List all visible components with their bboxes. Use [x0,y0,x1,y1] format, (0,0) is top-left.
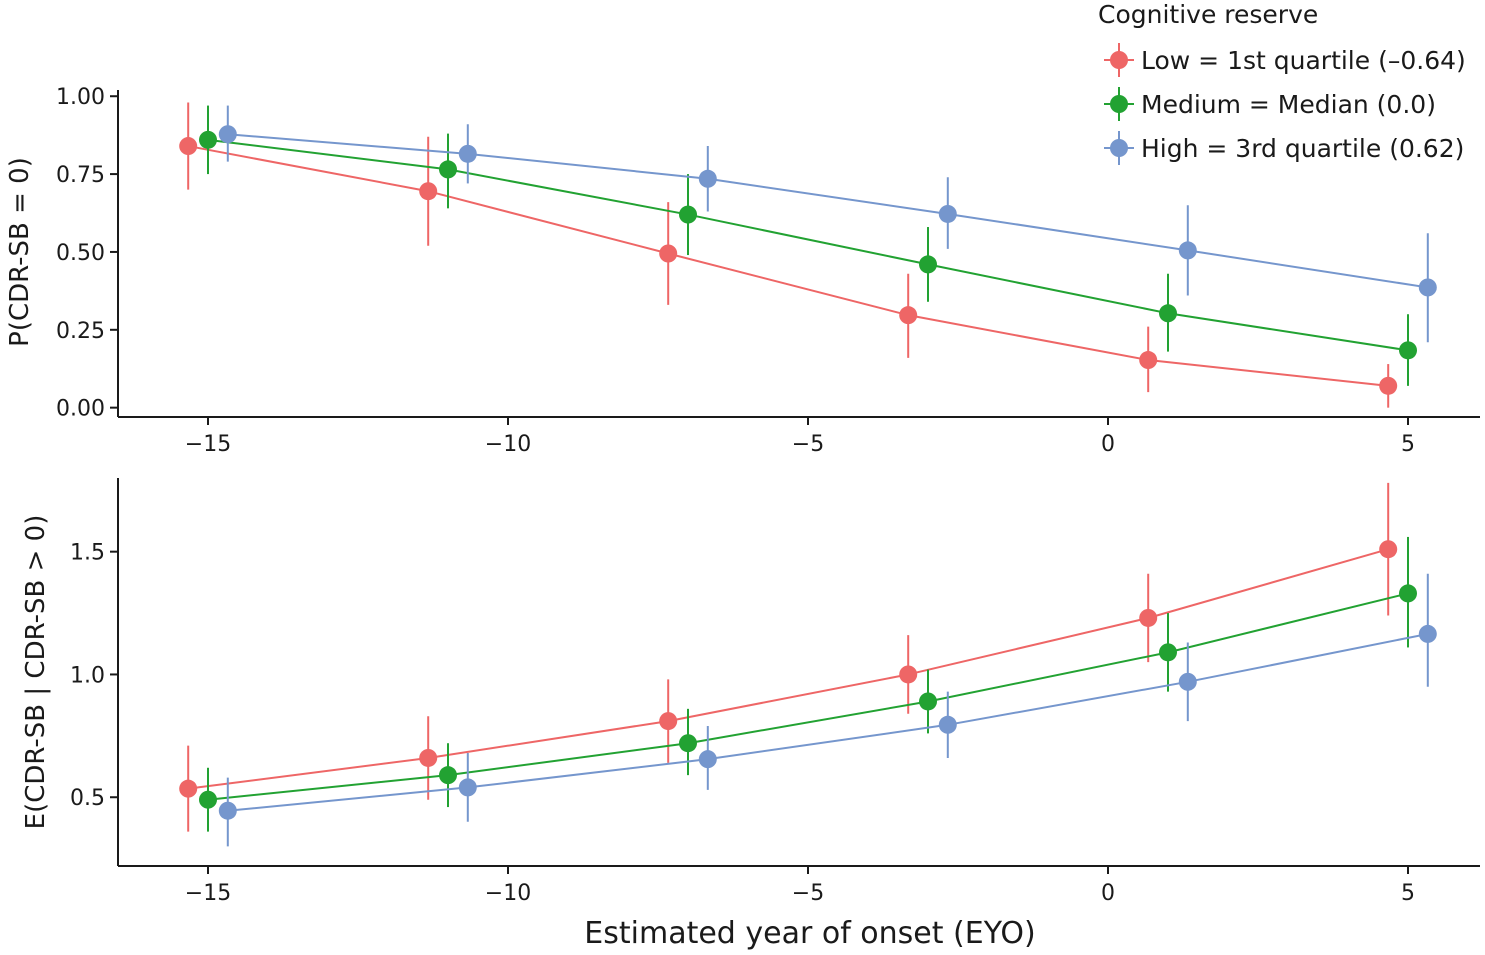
ytick-label: 0.00 [56,397,105,422]
series-line [207,592,1409,801]
ytick-label: 1.0 [70,663,105,688]
ytick-label: 0.75 [56,163,105,188]
data-point [1399,584,1417,603]
ytick-label: 1.00 [56,85,105,110]
data-point [179,779,198,798]
legend-items: Low = 1st quartile (–0.64) Medium = Media… [1104,43,1466,165]
ylabel-bottom: E(CDR-SB | CDR-SB > 0) [21,515,51,830]
xticks-top: −15 −10 −5 0 5 [185,417,1415,457]
xtick-label: −10 [485,881,531,906]
series-line [227,133,1428,289]
data-point [1159,304,1177,323]
data-point [698,750,717,769]
data-point [1399,341,1417,360]
data-point [218,801,237,820]
legend-label: Medium = Median (0.0) [1141,90,1436,119]
data-point [1139,351,1158,370]
xtick-label: −15 [185,881,231,906]
data-point [1418,624,1437,643]
data-point [698,169,717,188]
data-point [659,244,678,263]
legend: Cognitive reserve Low = 1st quartile (–0… [1098,0,1466,165]
legend-key-point [1110,95,1128,113]
ytick-label: 0.25 [56,319,105,344]
xtick-label: −5 [792,432,824,457]
series-line [227,632,1428,812]
xtick-label: 5 [1401,881,1415,906]
yticks-top: 0.00 0.25 0.50 0.75 1.00 [56,85,118,422]
xtick-label: 5 [1401,432,1415,457]
series-line [188,548,1389,790]
legend-key-point [1110,51,1128,69]
legend-title: Cognitive reserve [1098,0,1318,29]
xticks-bottom: −15 −10 −5 0 5 [185,866,1415,906]
data-point [419,182,438,201]
yticks-bottom: 0.5 1.0 1.5 [70,541,118,811]
data-point [1379,376,1398,395]
data-point [1418,278,1437,297]
data-point [1139,608,1158,627]
data-point [1178,241,1197,260]
data-point [659,712,678,731]
data-point [938,715,957,734]
panel-top: P(CDR-SB = 0) 0.000.250.500.751.00 −15 −1… [5,85,1480,457]
data-point [1159,643,1177,662]
data-point [1379,540,1398,559]
data-point [458,778,477,797]
panel-bottom: E(CDR-SB | CDR-SB > 0) 0.51.01.5 −15 −10−… [21,478,1480,906]
series-top [179,102,1437,408]
data-point [919,692,937,711]
data-point [679,734,697,753]
series-line [207,138,1409,352]
data-point [179,137,198,156]
xlabel: Estimated year of onset (EYO) [584,916,1035,951]
xtick-label: −10 [485,432,531,457]
ytick-label: 0.50 [56,241,105,266]
legend-key-point [1110,139,1128,157]
data-point [1178,672,1197,691]
ytick-label: 1.5 [70,541,105,566]
series-bottom [179,482,1437,847]
data-point [218,125,237,144]
ytick-label: 0.5 [70,786,105,811]
xtick-label: 0 [1101,432,1115,457]
data-point [899,306,918,325]
data-point [679,205,697,224]
data-point [439,160,457,179]
legend-label: Low = 1st quartile (–0.64) [1141,46,1466,75]
xtick-label: −5 [792,881,824,906]
xtick-label: −15 [185,432,231,457]
data-point [899,665,918,684]
data-point [199,790,217,809]
data-point [458,144,477,163]
data-point [439,766,457,785]
series-line [188,145,1389,387]
xtick-label: 0 [1101,881,1115,906]
data-point [419,748,438,767]
data-point [919,255,937,274]
data-point [199,130,217,149]
ylabel-top: P(CDR-SB = 0) [5,157,35,347]
legend-label: High = 3rd quartile (0.62) [1141,134,1464,163]
data-point [938,204,957,223]
